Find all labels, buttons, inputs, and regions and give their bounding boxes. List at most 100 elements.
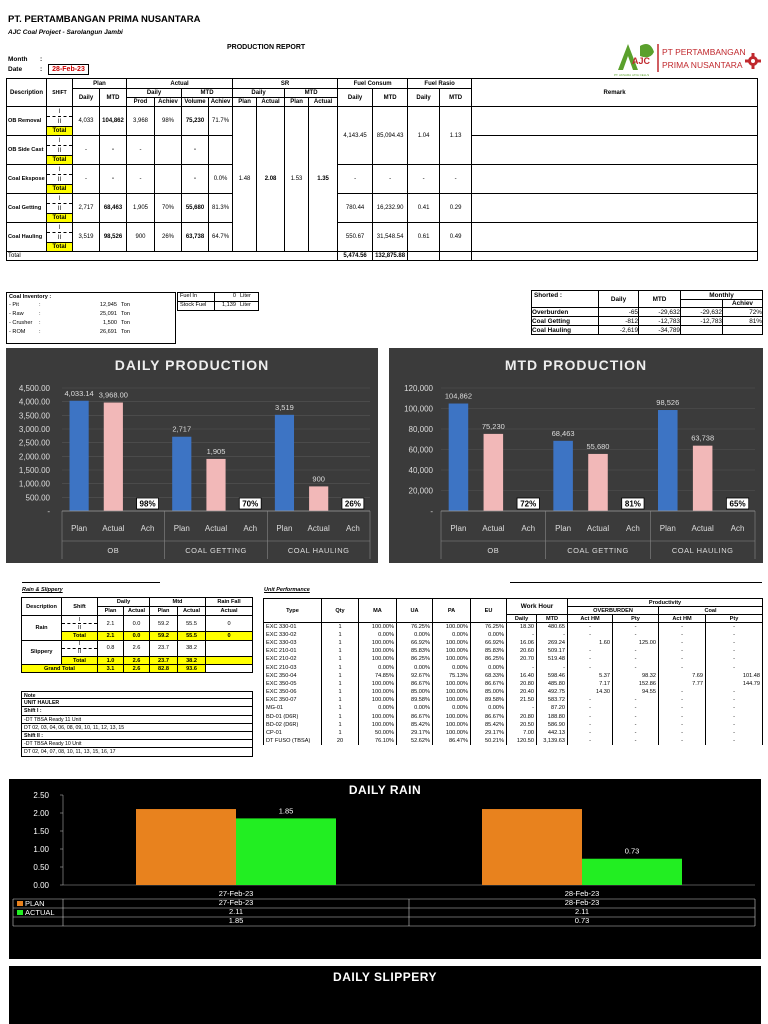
shorted-mtd: -29,632 — [638, 307, 681, 317]
inventory-unit: Ton — [121, 311, 131, 317]
rain-total-mtd-plan: 23.7 — [149, 655, 178, 666]
rain-title-rule — [22, 582, 160, 583]
y-tick-label: 0.50 — [33, 863, 49, 872]
up-col-qty: Qty — [321, 598, 359, 623]
fuel-box: Fuel In 0 Liter Stock Fuel 1,139 Liter — [177, 292, 259, 311]
ob-act-hm: 14.30 — [567, 688, 614, 697]
sr-mtd-plan: 1.53 — [284, 164, 310, 194]
y-tick-label: 2.00 — [33, 809, 49, 818]
unit-perf-rule — [510, 582, 762, 583]
unit-ma: 100.00% — [358, 688, 397, 697]
rain-title: Rain & Slippery — [22, 587, 63, 593]
unit-ua: 89.58% — [396, 696, 433, 705]
row-description: Coal Hauling — [6, 222, 47, 252]
note-line: UNIT HAULER — [21, 699, 253, 708]
unit-row: EXC 210-03 1 0.00% 0.00% 0.00% 0.00% - - - - - - — [263, 663, 763, 672]
unit-row: EXC 210-01 1 100.00% 85.83% 100.00% 85.83% 20.… — [263, 647, 763, 656]
unit-qty: 1 — [321, 720, 359, 729]
actual-achiev: 98% — [154, 106, 183, 136]
date-colon: : — [40, 66, 43, 73]
unit-type: EXC 330-02 — [263, 630, 322, 639]
ob-pty: 94.55 — [612, 688, 660, 697]
bar-category-label: Ach — [626, 524, 640, 533]
rain-table-actual: 0.73 — [575, 916, 590, 925]
ach-value: 81% — [625, 500, 641, 509]
unit-ua: 66.92% — [396, 638, 433, 648]
plan-mtd: 98,526 — [98, 222, 128, 252]
up-col-productivity: Productivity — [567, 598, 763, 607]
inventory-colon: : — [39, 320, 41, 326]
unit-pa: 100.00% — [432, 696, 471, 705]
actual-prod: 1,905 — [126, 193, 156, 223]
sr-cell — [308, 106, 339, 165]
rain-total-actual: 0.0 — [123, 631, 150, 641]
up-col-ob-pty: Pty — [612, 614, 660, 623]
date-value[interactable]: 28-Feb-23 — [48, 64, 89, 75]
y-tick-label: 80,000 — [409, 425, 434, 434]
col-sr-mtd: MTD — [284, 88, 339, 98]
ob-pty: - — [612, 696, 660, 705]
inventory-colon: : — [39, 311, 41, 317]
coal-pty: - — [705, 720, 763, 729]
ratio-mtd: 0.29 — [439, 193, 473, 223]
col-description: Description — [6, 78, 47, 107]
rain-slippery-table: Description Shift Daily Mtd Rain Fall Pl… — [21, 597, 253, 674]
unit-ma: 50.00% — [358, 728, 397, 738]
bar-plan — [553, 440, 573, 511]
rain-col-rainfall-value: Actual — [205, 606, 253, 616]
unit-row: CP-01 1 50.00% 29.17% 100.00% 29.17% 7.00 442.1… — [263, 728, 763, 738]
wh-daily: 20.40 — [506, 688, 537, 697]
wh-mtd: 3,139.63 — [535, 737, 569, 746]
coal-pty: - — [705, 663, 763, 672]
up-col-coal-pty: Pty — [705, 614, 763, 623]
unit-type: DT FUSO (TBSA) — [263, 737, 322, 746]
y-tick-label: 1,000.00 — [19, 480, 51, 489]
ob-pty: - — [612, 663, 660, 672]
unit-ua: 86.25% — [396, 655, 433, 664]
coal-inventory-box: Coal Inventory : - Pit: 12,945 Ton - Raw: 25… — [6, 292, 176, 344]
unit-ua: 92.67% — [396, 671, 433, 680]
daily-slippery-title: DAILY SLIPPERY — [333, 970, 437, 984]
actual-volume: 75,230 — [181, 106, 210, 136]
shorted-row: Coal Hauling -2,619 -34,789 — [531, 325, 763, 335]
unit-pa: 100.00% — [432, 622, 471, 631]
unit-eu: 89.58% — [470, 696, 507, 705]
unit-ma: 100.00% — [358, 696, 397, 705]
plan-daily: - — [72, 135, 100, 165]
note-line: -DT TBSA Ready 11 Unit — [21, 715, 253, 724]
rain-mtd-actual: 38.2 — [176, 639, 207, 657]
unit-pa: 100.00% — [432, 679, 471, 688]
wh-mtd: - — [535, 630, 569, 639]
row-description: OB Side Cast — [6, 135, 47, 165]
date-label: Date — [8, 66, 23, 73]
group-label: OB — [107, 546, 119, 555]
ratio-mtd: 0.49 — [439, 222, 473, 252]
report-title: PRODUCTION REPORT — [227, 44, 306, 51]
company-logo: AJC PT. AKSARA JAYA CELLS PT PERTAMBANGA… — [612, 38, 762, 78]
rain-bar-value: 1.85 — [279, 806, 294, 815]
total-label: Total — [46, 184, 73, 194]
shorted-mtd: -12,783 — [638, 316, 681, 326]
bar-plan — [658, 410, 678, 511]
fuel-daily: 550.67 — [337, 222, 374, 252]
mtd-achiev: 64.7% — [208, 222, 234, 252]
grand-total-fuel-daily: 5,474.56 — [337, 251, 374, 261]
wh-daily: 120.50 — [506, 737, 537, 746]
bar-category-label: Plan — [450, 524, 466, 533]
rain-rainfall — [205, 639, 253, 657]
sr-mtd-actual: 1.35 — [308, 164, 339, 194]
unit-type: EXC 210-01 — [263, 647, 322, 656]
grand-total-fuel-mtd: 132,875.88 — [372, 251, 409, 261]
chart-title: DAILY PRODUCTION — [115, 357, 269, 373]
project-name: AJC Coal Project - Sarolangun Jambi — [8, 29, 123, 36]
ach-value: 65% — [730, 500, 746, 509]
y-tick-label: 4,500.00 — [19, 384, 51, 393]
ob-act-hm: - — [567, 630, 614, 639]
note-line: Shift I : — [21, 707, 253, 716]
ach-box — [238, 497, 262, 510]
up-col-ua: UA — [396, 598, 433, 623]
wh-daily: 21.50 — [506, 696, 537, 705]
bar-category-label: Ach — [521, 524, 535, 533]
unit-eu: 66.92% — [470, 638, 507, 648]
col-fuel-daily: Daily — [337, 88, 374, 107]
